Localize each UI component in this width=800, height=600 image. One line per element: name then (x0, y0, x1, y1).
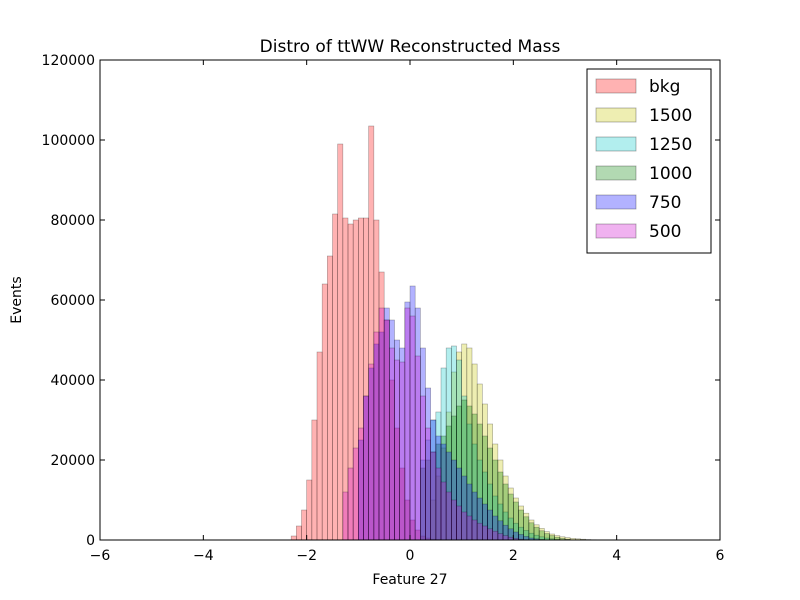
bar-500 (373, 331, 380, 541)
bar-500 (471, 519, 478, 541)
bar-500 (482, 525, 488, 541)
legend-swatch-bkg (595, 78, 637, 94)
bar-500 (456, 505, 462, 541)
y-axis-label: Events (9, 276, 25, 323)
bar-500 (425, 427, 431, 541)
bar-500 (347, 467, 354, 541)
legend-swatch-1250 (595, 136, 637, 152)
bar-1000 (549, 535, 555, 541)
x-axis-label: Feature 27 (372, 572, 447, 588)
bar-500 (430, 451, 437, 541)
y-tick-label: 80000 (50, 213, 95, 229)
bar-500 (461, 511, 468, 541)
bar-500 (466, 515, 473, 541)
bar-1000 (538, 530, 545, 541)
legend: bkg 1500 1250 1000 750 500 (586, 68, 712, 254)
legend-label-500: 500 (649, 222, 681, 242)
y-tick-label: 40000 (50, 373, 95, 389)
x-tick-label: 4 (612, 548, 621, 564)
bar-500 (476, 522, 483, 541)
legend-label-bkg: bkg (649, 77, 680, 97)
bar-1000 (544, 533, 550, 541)
bar-bkg (311, 419, 318, 541)
bar-500 (414, 355, 421, 541)
bar-bkg (321, 283, 328, 541)
y-axis: 0 20000 40000 60000 80000 100000 120000 (42, 53, 720, 549)
bar-bkg (290, 535, 297, 541)
bar-500 (352, 447, 359, 541)
y-tick-label: 60000 (50, 293, 95, 309)
bar-500 (404, 307, 411, 541)
bar-500 (451, 499, 457, 541)
bar-500 (445, 491, 452, 541)
legend-swatch-1000 (595, 165, 637, 181)
bar-500 (394, 359, 400, 541)
legend-label-1250: 1250 (649, 135, 692, 155)
bar-500 (492, 530, 499, 541)
bar-500 (409, 315, 416, 541)
bar-bkg (337, 143, 344, 541)
bar-bkg (301, 509, 307, 541)
x-axis: −6 −4 −2 0 2 4 6 (90, 60, 725, 564)
y-tick-label: 120000 (42, 53, 95, 69)
y-tick-label: 20000 (50, 453, 95, 469)
bar-bkg (332, 213, 338, 541)
x-tick-label: 0 (406, 548, 415, 564)
bar-bkg (296, 525, 302, 541)
bar-500 (383, 319, 390, 541)
legend-label-1000: 1000 (649, 164, 692, 184)
bar-bkg (316, 351, 323, 541)
x-tick-label: 6 (716, 548, 725, 564)
legend-swatch-750 (595, 194, 637, 210)
x-tick-label: −2 (296, 548, 317, 564)
bar-500 (502, 535, 509, 541)
bar-500 (363, 395, 369, 541)
bar-500 (389, 347, 395, 541)
x-tick-label: −6 (90, 548, 111, 564)
x-tick-label: −4 (193, 548, 214, 564)
x-tick-label: 2 (509, 548, 518, 564)
series-500 (342, 307, 530, 541)
bar-500 (420, 395, 426, 541)
legend-label-1500: 1500 (649, 106, 692, 126)
bar-bkg (306, 479, 313, 541)
bar-bkg (327, 255, 333, 541)
y-tick-label: 100000 (42, 133, 95, 149)
bar-500 (358, 427, 364, 541)
bar-500 (487, 528, 493, 541)
legend-label-750: 750 (649, 193, 681, 213)
y-tick-label: 0 (86, 533, 95, 549)
bar-500 (399, 361, 406, 541)
legend-box (586, 68, 712, 254)
bar-1000 (528, 522, 535, 541)
bar-500 (435, 467, 442, 541)
bar-500 (368, 363, 375, 541)
bar-500 (378, 307, 385, 541)
bar-500 (497, 533, 504, 541)
legend-swatch-1500 (595, 107, 637, 123)
bar-500 (440, 481, 447, 541)
legend-swatch-500 (595, 223, 637, 239)
bar-1000 (533, 526, 540, 541)
chart-title: Distro of ttWW Reconstructed Mass (260, 37, 561, 57)
bar-500 (342, 491, 349, 541)
